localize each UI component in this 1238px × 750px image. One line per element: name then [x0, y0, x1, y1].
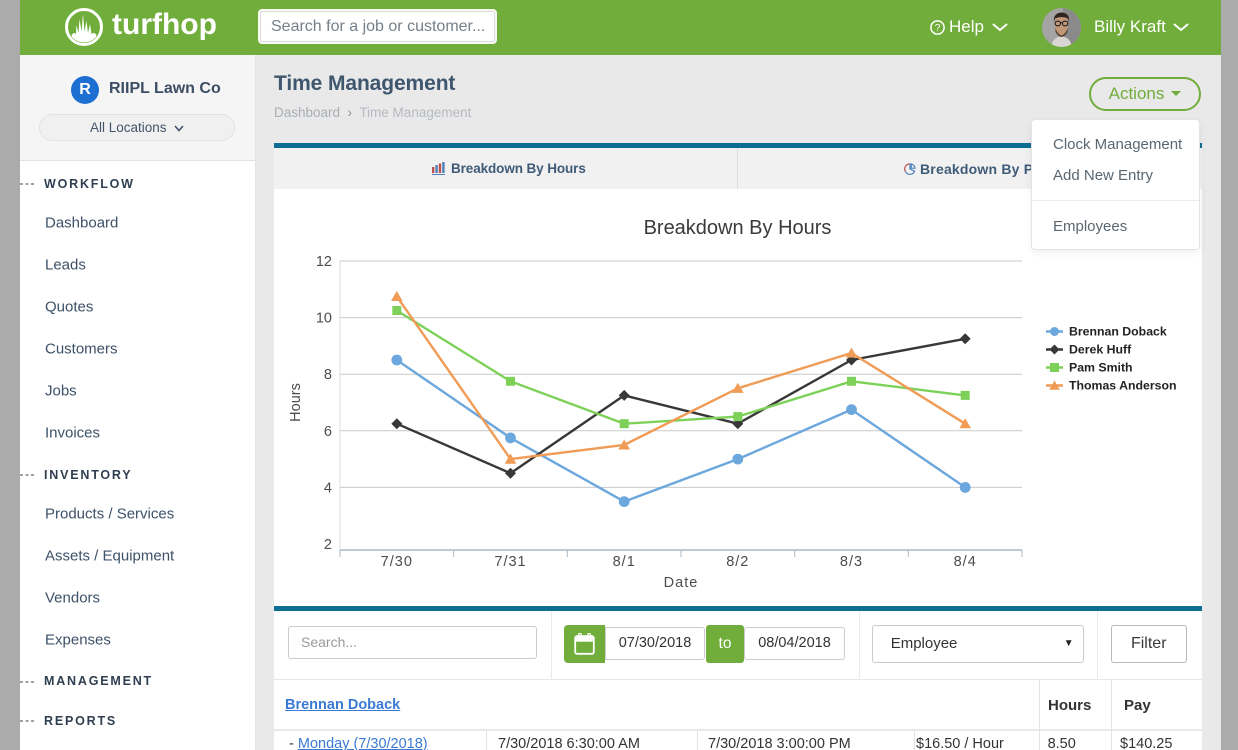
- svg-text:2: 2: [324, 537, 332, 553]
- svg-text:12: 12: [316, 254, 332, 270]
- svg-text:Brennan Doback: Brennan Doback: [1069, 325, 1167, 339]
- svg-text:8: 8: [324, 367, 332, 383]
- svg-text:?: ?: [935, 22, 941, 34]
- svg-text:8/4: 8/4: [954, 554, 977, 570]
- svg-text:8/3: 8/3: [840, 554, 863, 570]
- svg-text:6: 6: [324, 424, 332, 440]
- svg-text:4: 4: [324, 480, 332, 496]
- svg-text:Pam Smith: Pam Smith: [1069, 361, 1133, 375]
- svg-text:7/30: 7/30: [381, 554, 413, 570]
- svg-text:8/1: 8/1: [613, 554, 636, 570]
- svg-text:Hours: Hours: [288, 383, 304, 422]
- svg-text:8/2: 8/2: [726, 554, 749, 570]
- svg-text:Thomas Anderson: Thomas Anderson: [1069, 379, 1177, 393]
- svg-text:Date: Date: [664, 575, 699, 591]
- svg-text:7/31: 7/31: [494, 554, 526, 570]
- svg-text:10: 10: [316, 311, 332, 327]
- svg-text:Derek Huff: Derek Huff: [1069, 343, 1132, 357]
- svg-text:Breakdown By Hours: Breakdown By Hours: [644, 217, 832, 239]
